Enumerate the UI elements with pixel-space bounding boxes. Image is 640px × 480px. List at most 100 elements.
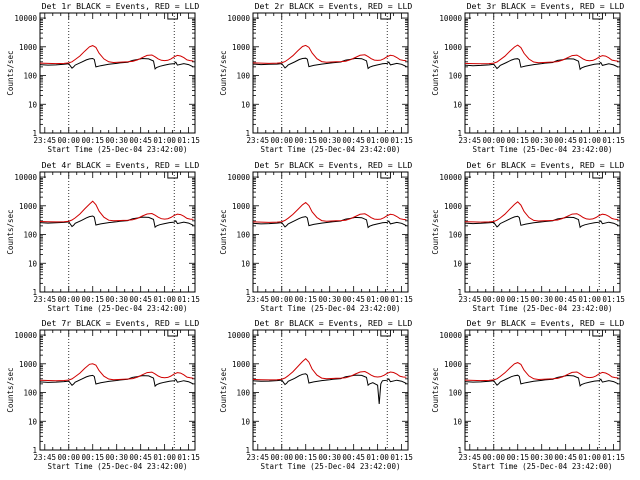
x-tick-label: 23:45 bbox=[459, 136, 482, 145]
x-tick-label: 00:30 bbox=[105, 136, 128, 145]
x-tick-label: 01:00 bbox=[366, 453, 389, 462]
series-lld-line bbox=[252, 201, 407, 223]
x-tick-label: 23:45 bbox=[247, 453, 270, 462]
y-tick-label: 10000 bbox=[439, 331, 462, 340]
x-tick-label: 01:15 bbox=[602, 453, 625, 462]
y-tick-label: 100 bbox=[236, 389, 250, 398]
panel-title: Det 9r BLACK = Events, RED = LLD bbox=[467, 318, 625, 328]
x-axis-label: Start Time (25-Dec-04 23:42:00) bbox=[48, 462, 188, 471]
x-axis-label: Start Time (25-Dec-04 23:42:00) bbox=[473, 462, 613, 471]
y-tick-label: 10000 bbox=[439, 173, 462, 182]
x-tick-label: 00:30 bbox=[105, 453, 128, 462]
y-tick-label: 1 bbox=[245, 288, 250, 297]
y-tick-label: 1000 bbox=[232, 43, 251, 52]
series-lld-line bbox=[252, 44, 407, 64]
y-tick-label: 10000 bbox=[14, 173, 37, 182]
y-tick-label: 1 bbox=[32, 446, 37, 455]
series-events-line bbox=[464, 374, 619, 387]
y-tick-label: 1 bbox=[32, 288, 37, 297]
series-lld-line bbox=[39, 363, 194, 382]
x-axis-label: Start Time (25-Dec-04 23:42:00) bbox=[473, 304, 613, 313]
y-tick-label: 10000 bbox=[227, 173, 250, 182]
y-tick-label: 10000 bbox=[14, 331, 37, 340]
y-tick-label: 10 bbox=[28, 259, 38, 268]
detector-panel-1: Det 1r BLACK = Events, RED = LLD 1 10 100 10… bbox=[6, 1, 200, 154]
x-tick-label: 00:00 bbox=[57, 453, 80, 462]
x-tick-label: 00:00 bbox=[57, 295, 80, 304]
y-tick-label: 1000 bbox=[232, 202, 251, 211]
x-tick-label: 00:30 bbox=[318, 295, 341, 304]
x-tick-label: 00:15 bbox=[294, 453, 317, 462]
series-lld-line bbox=[252, 358, 407, 381]
series-lld-line bbox=[39, 45, 194, 65]
series-events-line bbox=[252, 216, 407, 229]
x-axis-label: Start Time (25-Dec-04 23:42:00) bbox=[261, 462, 401, 471]
series-events-line bbox=[39, 215, 194, 229]
plot-frame bbox=[39, 171, 196, 293]
panel-title: Det 3r BLACK = Events, RED = LLD bbox=[467, 1, 625, 11]
y-tick-label: 1000 bbox=[444, 202, 463, 211]
y-tick-label: 1 bbox=[457, 129, 462, 138]
x-tick-label: 01:15 bbox=[602, 295, 625, 304]
x-tick-label: 00:30 bbox=[105, 295, 128, 304]
series-events-line bbox=[252, 57, 407, 70]
x-tick-label: 00:45 bbox=[342, 453, 365, 462]
x-tick-label: 00:15 bbox=[506, 136, 529, 145]
x-tick-label: 23:45 bbox=[34, 295, 57, 304]
x-tick-label: 00:30 bbox=[530, 295, 553, 304]
x-tick-label: 01:15 bbox=[390, 295, 413, 304]
x-tick-label: 00:45 bbox=[129, 295, 152, 304]
y-tick-label: 100 bbox=[448, 72, 462, 81]
series-lld-line bbox=[464, 362, 619, 382]
time-bracket-marker bbox=[380, 330, 391, 337]
plot-frame bbox=[464, 12, 621, 134]
x-tick-label: 01:15 bbox=[390, 453, 413, 462]
y-tick-label: 1 bbox=[245, 129, 250, 138]
x-tick-label: 01:00 bbox=[578, 136, 601, 145]
x-tick-label: 01:00 bbox=[366, 295, 389, 304]
x-tick-label: 00:30 bbox=[530, 136, 553, 145]
series-lld-line bbox=[39, 200, 194, 223]
panel-title: Det 5r BLACK = Events, RED = LLD bbox=[255, 160, 413, 170]
x-tick-label: 01:15 bbox=[602, 136, 625, 145]
detector-panel-3: Det 3r BLACK = Events, RED = LLD 1 10 100 10… bbox=[431, 1, 625, 154]
series-lld-line bbox=[464, 44, 619, 65]
y-tick-label: 1000 bbox=[19, 43, 38, 52]
x-tick-label: 00:15 bbox=[506, 453, 529, 462]
x-axis-label: Start Time (25-Dec-04 23:42:00) bbox=[48, 145, 188, 154]
plot-frame bbox=[39, 12, 196, 134]
time-bracket-marker bbox=[380, 172, 391, 179]
y-tick-label: 1000 bbox=[444, 43, 463, 52]
x-axis-label: Start Time (25-Dec-04 23:42:00) bbox=[473, 145, 613, 154]
panel-title: Det 8r BLACK = Events, RED = LLD bbox=[255, 318, 413, 328]
x-tick-label: 01:00 bbox=[578, 453, 601, 462]
time-bracket-marker bbox=[380, 13, 391, 20]
detector-panel-4: Det 4r BLACK = Events, RED = LLD 1 10 100 10… bbox=[6, 160, 200, 313]
series-events-line bbox=[39, 57, 194, 70]
x-tick-label: 00:15 bbox=[81, 453, 104, 462]
x-tick-label: 00:15 bbox=[81, 136, 104, 145]
x-tick-label: 00:15 bbox=[294, 136, 317, 145]
x-tick-label: 00:15 bbox=[506, 295, 529, 304]
x-tick-label: 00:45 bbox=[129, 453, 152, 462]
y-tick-label: 1000 bbox=[444, 360, 463, 369]
time-bracket-marker bbox=[592, 13, 603, 20]
y-axis-label: Counts/sec bbox=[6, 209, 15, 254]
x-tick-label: 00:15 bbox=[81, 295, 104, 304]
series-events-line bbox=[464, 58, 619, 71]
detector-panel-5: Det 5r BLACK = Events, RED = LLD 1 10 100 10… bbox=[219, 160, 413, 313]
x-tick-label: 23:45 bbox=[34, 453, 57, 462]
y-tick-label: 100 bbox=[23, 231, 37, 240]
x-tick-label: 01:15 bbox=[177, 295, 200, 304]
detector-panel-6: Det 6r BLACK = Events, RED = LLD 1 10 100 10… bbox=[431, 160, 625, 313]
y-axis-label: Counts/sec bbox=[219, 50, 228, 95]
x-tick-label: 23:45 bbox=[459, 295, 482, 304]
y-axis-label: Counts/sec bbox=[6, 50, 15, 95]
x-tick-label: 01:15 bbox=[177, 136, 200, 145]
series-events-line bbox=[464, 215, 619, 229]
detector-panel-8: Det 8r BLACK = Events, RED = LLD 1 10 100 10… bbox=[219, 318, 413, 471]
y-tick-label: 100 bbox=[23, 389, 37, 398]
y-tick-label: 10000 bbox=[227, 331, 250, 340]
plot-frame bbox=[252, 12, 409, 134]
